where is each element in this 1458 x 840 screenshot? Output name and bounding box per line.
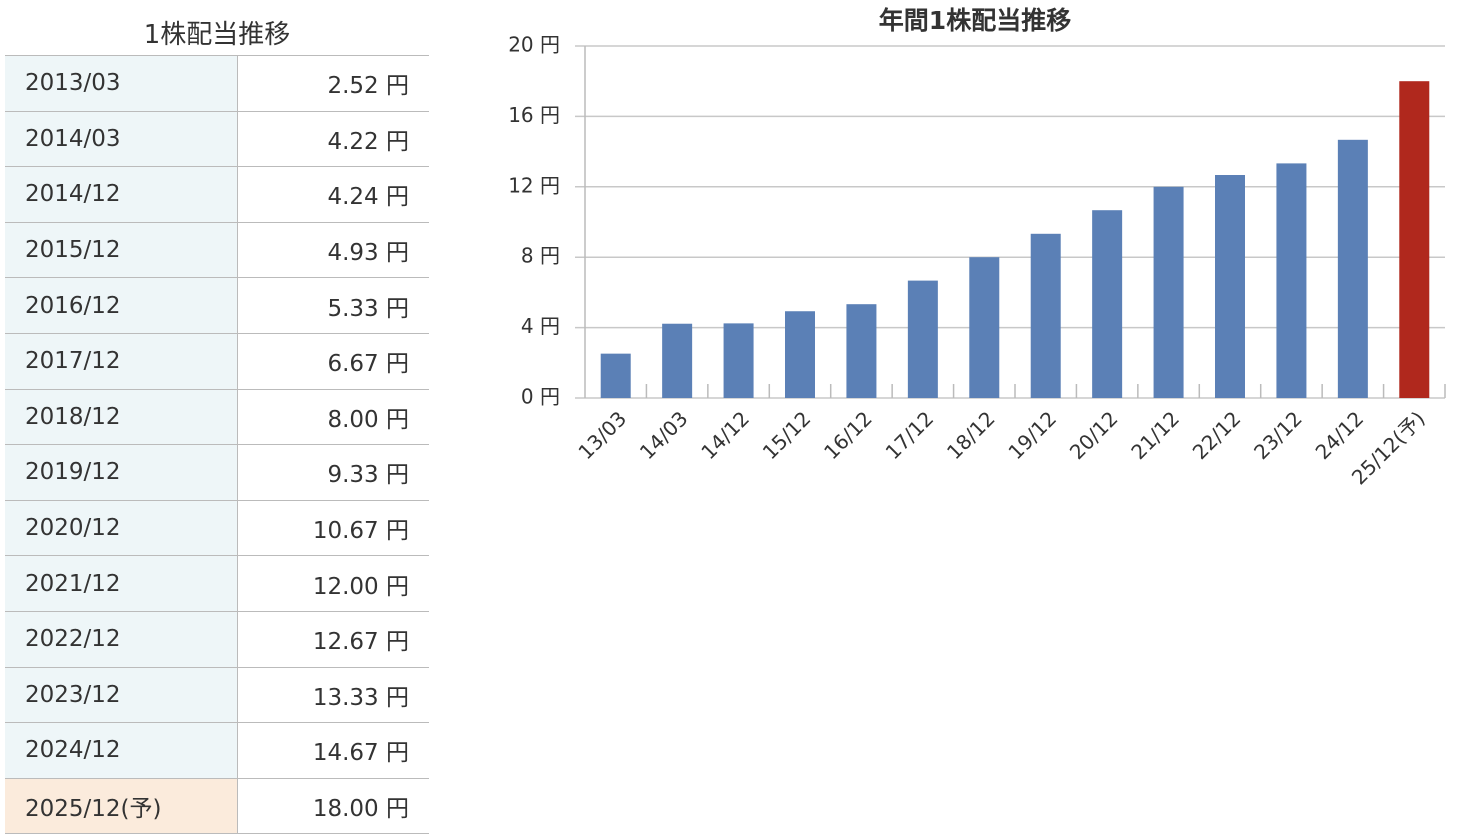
period-cell: 2024/12 <box>5 722 238 779</box>
y-tick-label: 20 円 <box>508 33 560 57</box>
bar <box>1215 175 1245 398</box>
dividend-cell: 5.33 円 <box>237 277 429 334</box>
bar <box>785 311 815 398</box>
period-cell: 2014/12 <box>5 166 238 223</box>
dividend-cell: 12.00 円 <box>237 555 429 612</box>
bar <box>907 280 938 398</box>
dividend-cell: 12.67 円 <box>237 610 429 668</box>
dividend-cell: 8.00 円 <box>237 388 429 446</box>
x-tick-label: 19/12 <box>1003 406 1061 464</box>
table-row: 2014/03 4.22 円 <box>5 110 429 168</box>
period-cell: 2021/12 <box>5 555 238 612</box>
dividend-cell: 6.67 円 <box>237 332 429 390</box>
table-row: 2018/12 8.00 円 <box>5 388 429 446</box>
period-cell: 2015/12 <box>5 221 238 279</box>
bar <box>1276 163 1307 398</box>
period-cell: 2023/12 <box>5 666 238 724</box>
x-tick-label: 14/03 <box>635 406 693 464</box>
x-tick-label: 13/03 <box>573 406 631 464</box>
table-row: 2015/12 4.93 円 <box>5 221 429 279</box>
x-tick-label: 14/12 <box>696 406 754 464</box>
x-tick-label: 23/12 <box>1249 406 1307 464</box>
table-row: 2025/12(予) 18.00 円 <box>5 777 429 835</box>
x-tick-label: 16/12 <box>819 406 877 464</box>
y-tick-label: 12 円 <box>508 173 560 197</box>
bar <box>1092 210 1123 398</box>
period-cell: 2014/03 <box>5 110 238 168</box>
period-cell: 2016/12 <box>5 277 238 334</box>
dividend-cell: 10.67 円 <box>237 499 429 557</box>
bar <box>1030 233 1061 398</box>
y-tick-label: 16 円 <box>508 103 560 127</box>
y-tick-label: 8 円 <box>521 244 560 268</box>
bar <box>1153 186 1184 398</box>
table-row: 2013/03 2.52 円 <box>5 55 429 112</box>
bar <box>600 353 631 398</box>
period-cell: 2022/12 <box>5 610 238 668</box>
period-cell: 2013/03 <box>5 55 238 112</box>
table-row: 2020/12 10.67 円 <box>5 499 429 557</box>
table-row: 2022/12 12.67 円 <box>5 610 429 668</box>
bar <box>723 323 754 398</box>
bar <box>662 323 693 398</box>
bar <box>1399 81 1430 398</box>
dividend-cell: 9.33 円 <box>237 444 429 501</box>
table-row: 2023/12 13.33 円 <box>5 666 429 724</box>
bar <box>846 304 877 398</box>
chart-title: 年間1株配当推移 <box>879 6 1071 35</box>
y-tick-label: 0 円 <box>521 385 560 409</box>
x-tick-label: 24/12 <box>1311 406 1369 464</box>
x-tick-label: 17/12 <box>881 406 939 464</box>
bar <box>969 257 1000 398</box>
dividend-cell: 4.93 円 <box>237 221 429 279</box>
table-row: 2016/12 5.33 円 <box>5 277 429 334</box>
dividend-cell: 18.00 円 <box>237 777 429 835</box>
period-cell: 2017/12 <box>5 332 238 390</box>
x-tick-label: 15/12 <box>758 406 816 464</box>
x-tick-label: 21/12 <box>1126 406 1184 464</box>
period-cell: 2018/12 <box>5 388 238 446</box>
y-tick-label: 4 円 <box>521 314 560 338</box>
period-cell: 2025/12(予) <box>5 777 238 835</box>
x-tick-label: 20/12 <box>1065 406 1123 464</box>
table-row: 2021/12 12.00 円 <box>5 555 429 612</box>
x-tick-label: 18/12 <box>942 406 1000 464</box>
table-row: 2017/12 6.67 円 <box>5 332 429 390</box>
bar <box>1337 139 1368 399</box>
table-title: 1株配当推移 <box>143 20 291 50</box>
x-tick-label: 22/12 <box>1188 406 1246 464</box>
period-cell: 2020/12 <box>5 499 238 557</box>
